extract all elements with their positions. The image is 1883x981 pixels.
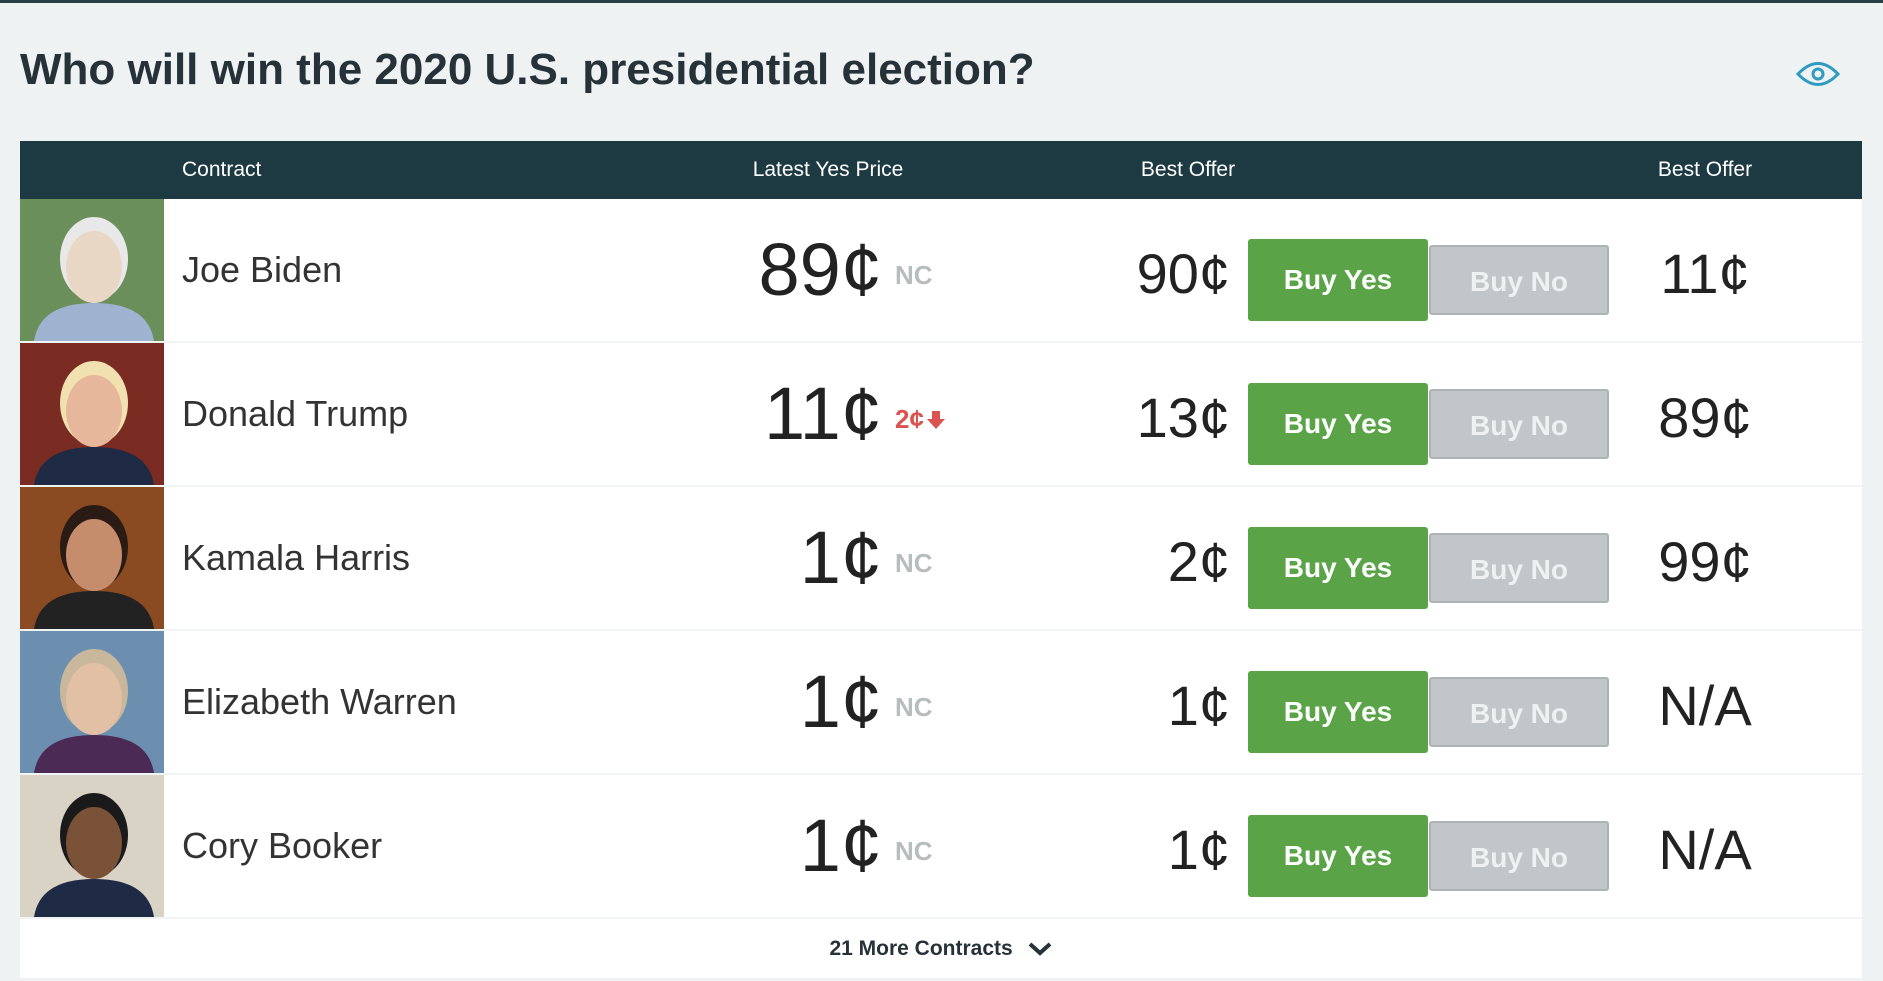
price-change: NC (895, 631, 933, 783)
portrait (20, 199, 164, 341)
buy-no-button[interactable]: Buy No (1429, 677, 1609, 747)
latest-price: 89¢ (758, 228, 882, 311)
down-arrow (924, 404, 946, 434)
contract-photo (20, 775, 164, 917)
best-offer-no: 89¢ (1658, 386, 1752, 449)
best-offer-no: N/A (1658, 818, 1752, 881)
contract-row: Cory Booker 1¢ NC 1¢ Buy Yes Buy No N/A (20, 775, 1862, 919)
price-change: 2¢ (895, 343, 946, 495)
column-header: Best Offer (1140, 158, 1236, 181)
portrait (20, 775, 164, 917)
best-offer-yes: 2¢ (1167, 530, 1230, 593)
best-offer-no: 99¢ (1658, 530, 1752, 593)
page-title: Who will win the 2020 U.S. presidential … (20, 45, 1035, 94)
buy-no-button[interactable]: Buy No (1429, 389, 1609, 459)
price-change: NC (895, 199, 933, 351)
latest-price: 1¢ (799, 804, 882, 887)
portrait (20, 343, 164, 485)
contract-name: Donald Trump (182, 393, 409, 434)
change-text: NC (895, 836, 933, 866)
portrait (20, 631, 164, 773)
buy-yes-button[interactable]: Buy Yes (1248, 383, 1428, 465)
latest-price: 1¢ (799, 516, 882, 599)
contract-row: Joe Biden 89¢ NC 90¢ Buy Yes Buy No 11¢ (20, 199, 1862, 343)
contract-photo (20, 487, 164, 629)
best-offer-yes: 90¢ (1136, 242, 1230, 305)
buy-yes-button[interactable]: Buy Yes (1248, 815, 1428, 897)
price-change: NC (895, 775, 933, 927)
buy-yes-button[interactable]: Buy Yes (1248, 239, 1428, 321)
portrait (20, 487, 164, 629)
change-text: NC (895, 548, 933, 578)
latest-price: 1¢ (799, 660, 882, 743)
contract-row: Donald Trump 11¢ 2¢ 13¢ Buy Yes Buy No 89¢ (20, 343, 1862, 487)
buy-no-button[interactable]: Buy No (1429, 245, 1609, 315)
column-header: Latest Yes Price (752, 158, 904, 181)
change-text: NC (895, 692, 933, 722)
buy-yes-button[interactable]: Buy Yes (1248, 671, 1428, 753)
contract-name: Kamala Harris (182, 537, 411, 578)
buy-no-button[interactable]: Buy No (1429, 821, 1609, 891)
latest-price: 11¢ (764, 372, 882, 455)
chevron (1028, 942, 1051, 957)
change-text: 2¢ (895, 404, 924, 434)
best-offer-yes: 1¢ (1167, 818, 1230, 881)
contract-photo (20, 199, 164, 341)
best-offer-yes: 1¢ (1167, 674, 1230, 737)
contract-row: Elizabeth Warren 1¢ NC 1¢ Buy Yes Buy No N/A (20, 631, 1862, 775)
contract-name: Elizabeth Warren (182, 681, 457, 722)
more-label: 21 More Contracts (829, 937, 1013, 960)
buy-yes-button[interactable]: Buy Yes (1248, 527, 1428, 609)
contract-row: Kamala Harris 1¢ NC 2¢ Buy Yes Buy No 99¢ (20, 487, 1862, 631)
contract-photo (20, 631, 164, 773)
best-offer-no: 11¢ (1660, 242, 1750, 305)
best-offer-no: N/A (1658, 674, 1752, 737)
contract-name: Joe Biden (182, 249, 343, 290)
table-header: Contract Latest Yes Price Best Offer Bes… (20, 141, 1862, 199)
more-contracts[interactable]: 21 More Contracts (20, 919, 1862, 978)
best-offer-yes: 13¢ (1136, 386, 1230, 449)
price-change: NC (895, 487, 933, 639)
column-header: Best Offer (1657, 158, 1753, 181)
change-text: NC (895, 260, 933, 290)
watch-icon[interactable] (1796, 57, 1840, 91)
column-header: Contract (182, 158, 262, 181)
contract-photo (20, 343, 164, 485)
contract-name: Cory Booker (182, 825, 383, 866)
buy-no-button[interactable]: Buy No (1429, 533, 1609, 603)
